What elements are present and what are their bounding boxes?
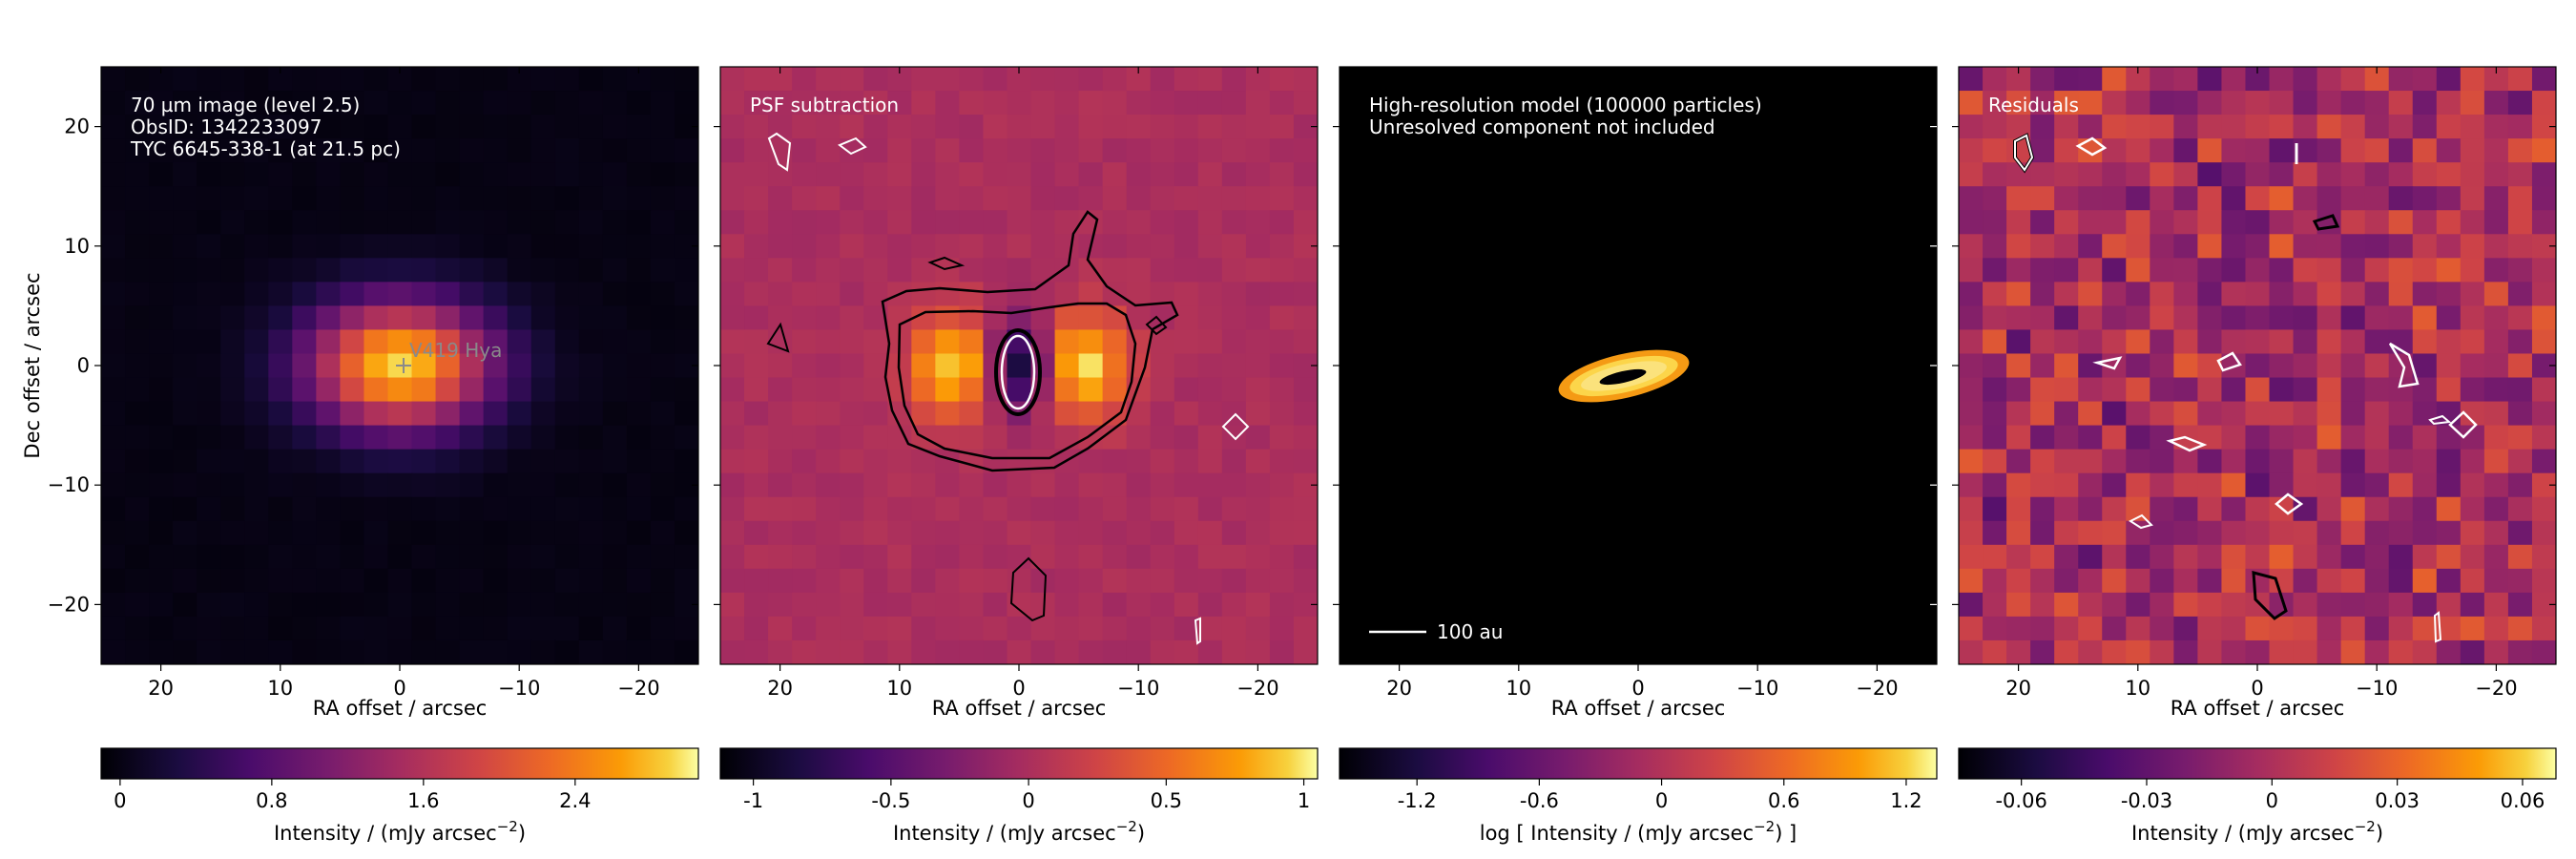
colorbar-tick-label: 0.6 bbox=[1768, 789, 1799, 812]
x-tick-label: 10 bbox=[1506, 677, 1531, 700]
colorbar-tick-label: -1 bbox=[743, 789, 763, 812]
residuals-heatmap bbox=[1959, 67, 2556, 664]
y-tick-label: −10 bbox=[48, 473, 90, 496]
contour-inner-dark bbox=[994, 328, 1042, 416]
scale-bar-label: 100 au bbox=[1437, 620, 1503, 643]
x-axis-label: RA offset / arcsec bbox=[932, 697, 1107, 720]
colorbar-tick-label: 1.2 bbox=[1890, 789, 1922, 812]
star-marker bbox=[396, 358, 411, 373]
model-disc bbox=[1558, 349, 1690, 403]
x-tick-label: −20 bbox=[617, 677, 659, 700]
contour-mid bbox=[897, 302, 1137, 460]
x-axis-label: RA offset / arcsec bbox=[1551, 697, 1726, 720]
colorbar bbox=[1339, 747, 1938, 780]
colorbar-tick-label: -0.06 bbox=[1995, 789, 2046, 812]
colorbar bbox=[1958, 747, 2557, 780]
x-tick-label: −20 bbox=[1856, 677, 1898, 700]
colorbar-psf bbox=[719, 747, 1319, 780]
colorbar-tick-label: 0 bbox=[2266, 789, 2278, 812]
x-tick-label: −20 bbox=[2475, 677, 2517, 700]
star-marker-label: V419 Hya bbox=[409, 339, 502, 362]
x-tick-label: 10 bbox=[2125, 677, 2150, 700]
x-tick-label: 0 bbox=[393, 677, 405, 700]
colorbar-tick-label: 0.8 bbox=[256, 789, 287, 812]
colorbar-tick-label: -1.2 bbox=[1398, 789, 1437, 812]
colorbar-tick-label: 1 bbox=[1298, 789, 1310, 812]
colorbar-tick-label: 0 bbox=[1655, 789, 1668, 812]
annotation-image-type: 70 µm image (level 2.5) bbox=[131, 94, 360, 116]
annotation-target: TYC 6645-338-1 (at 21.5 pc) bbox=[130, 137, 401, 160]
x-axis-label: RA offset / arcsec bbox=[313, 697, 488, 720]
axes: 20 10 0 −10 −20 −20 −10 0 10 20 20 10 0 −10 −20 20 10 0 −1… bbox=[48, 67, 2556, 700]
y-tick-label: −20 bbox=[48, 593, 90, 616]
colorbar-label: log [ Intensity / (mJy arcsec−2) ] bbox=[1480, 818, 1797, 845]
x-tick-label: 20 bbox=[1386, 677, 1412, 700]
x-tick-label: −10 bbox=[1117, 677, 1159, 700]
y-tick-label: 0 bbox=[77, 354, 90, 377]
contour-blob bbox=[927, 256, 966, 271]
x-tick-label: 20 bbox=[2005, 677, 2031, 700]
colorbar-tick-label: 0 bbox=[114, 789, 126, 812]
colorbar-observed bbox=[100, 747, 699, 780]
colorbar-tick-label: 1.6 bbox=[407, 789, 439, 812]
colorbar-tick-label: 0 bbox=[1022, 789, 1034, 812]
contour-blob bbox=[1145, 315, 1168, 336]
x-tick-label: −10 bbox=[1736, 677, 1778, 700]
colorbar-tick-label: -0.03 bbox=[2121, 789, 2172, 812]
contour-inner-light bbox=[1000, 334, 1036, 410]
colorbar-tick-label: 0.06 bbox=[2501, 789, 2545, 812]
y-tick-label: 20 bbox=[64, 115, 90, 138]
colorbar-model bbox=[1339, 747, 1938, 780]
panel-residuals: Residuals bbox=[1958, 66, 2557, 665]
contour-blob bbox=[1221, 412, 1250, 441]
x-tick-label: 0 bbox=[2251, 677, 2263, 700]
annotation-model-note: Unresolved component not included bbox=[1369, 115, 1715, 138]
colorbar-label: Intensity / (mJy arcsec−2) bbox=[2131, 818, 2383, 845]
contour-blob bbox=[837, 136, 867, 156]
observed-heatmap bbox=[101, 67, 698, 664]
colorbar bbox=[100, 747, 699, 780]
annotation-residuals: Residuals bbox=[1988, 94, 2079, 116]
contour-blob bbox=[1009, 556, 1048, 622]
x-tick-label: 10 bbox=[267, 677, 293, 700]
x-tick-label: −10 bbox=[2356, 677, 2398, 700]
panel-psf-subtraction: PSF subtraction bbox=[719, 66, 1319, 665]
colorbar-ticks: 0 0.8 1.6 2.4 -1 -0.5 0 0.5 1 -1.2 -0.6 0 0.6 1.2 -0.0… bbox=[114, 779, 2545, 812]
annotation-psf-subtraction: PSF subtraction bbox=[750, 94, 899, 116]
x-tick-label: 0 bbox=[1012, 677, 1025, 700]
psf-contours bbox=[766, 132, 1250, 645]
colorbar bbox=[719, 747, 1319, 780]
colorbar-tick-label: 0.5 bbox=[1151, 789, 1182, 812]
x-tick-label: 10 bbox=[886, 677, 912, 700]
y-axis-label: Dec offset / arcsec bbox=[21, 272, 44, 458]
colorbar-tick-label: 0.03 bbox=[2375, 789, 2420, 812]
annotation-model-title: High-resolution model (100000 particles) bbox=[1369, 94, 1762, 116]
panel-model: High-resolution model (100000 particles)… bbox=[1339, 66, 1938, 665]
x-tick-label: 0 bbox=[1631, 677, 1644, 700]
x-tick-label: −20 bbox=[1236, 677, 1278, 700]
contour-blob bbox=[766, 322, 790, 353]
x-axis-label: RA offset / arcsec bbox=[2171, 697, 2345, 720]
colorbar-tick-label: -0.5 bbox=[871, 789, 910, 812]
panel-observed: 70 µm image (level 2.5) ObsID: 134223309… bbox=[100, 66, 699, 665]
y-tick-label: 10 bbox=[64, 235, 90, 258]
residual-contours bbox=[2013, 133, 2478, 643]
colorbar-label: Intensity / (mJy arcsec−2) bbox=[274, 818, 526, 845]
x-tick-label: −10 bbox=[498, 677, 540, 700]
annotation-obsid: ObsID: 1342233097 bbox=[131, 115, 322, 138]
colorbar-residuals bbox=[1958, 747, 2557, 780]
colorbar-tick-label: -0.6 bbox=[1520, 789, 1559, 812]
contour-blob bbox=[767, 132, 792, 172]
contour-blob bbox=[1194, 617, 1201, 645]
psf-subtraction-heatmap bbox=[720, 67, 1318, 664]
x-tick-label: 20 bbox=[767, 677, 793, 700]
contour-outer bbox=[881, 210, 1179, 472]
colorbar-tick-label: 2.4 bbox=[559, 789, 591, 812]
x-tick-label: 20 bbox=[148, 677, 174, 700]
colorbar-label: Intensity / (mJy arcsec−2) bbox=[893, 818, 1145, 845]
